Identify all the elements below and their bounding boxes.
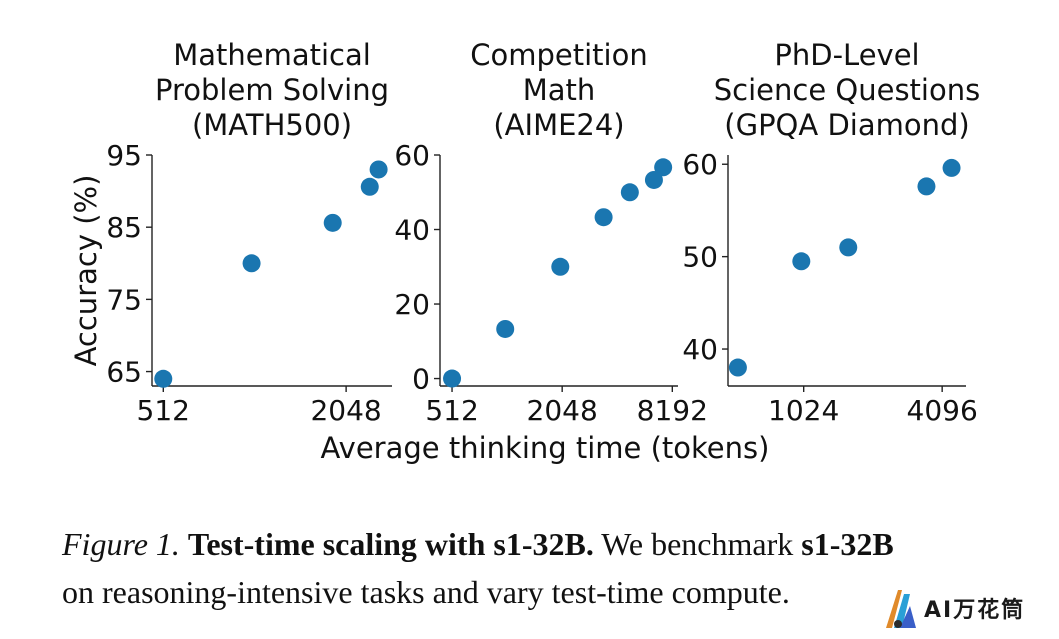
chart-panel-1: Mathematical Problem Solving (MATH500) 65 75… bbox=[69, 38, 392, 427]
y-tick-label: 60 bbox=[682, 148, 718, 181]
x-tick-label: 2048 bbox=[310, 394, 381, 427]
x-tick-label: 2048 bbox=[527, 394, 598, 427]
data-point bbox=[917, 177, 936, 196]
y-tick-label: 0 bbox=[412, 363, 430, 396]
data-point bbox=[594, 208, 613, 227]
y-tick-label: 20 bbox=[394, 288, 430, 321]
caption-text-a: We benchmark bbox=[601, 526, 802, 562]
data-point bbox=[323, 213, 342, 232]
data-point bbox=[839, 238, 858, 257]
caption-model-name: s1-32B bbox=[801, 526, 894, 562]
chart-title: Competition Math (AIME24) bbox=[470, 38, 647, 142]
x-tick-label: 512 bbox=[425, 394, 478, 427]
watermark: AI万花筒 bbox=[880, 584, 1050, 634]
shared-x-axis-label: Average thinking time (tokens) bbox=[321, 431, 770, 465]
y-tick-label: 95 bbox=[106, 139, 142, 172]
figure-caption-line-1: Figure 1. Test-time scaling with s1-32B.… bbox=[62, 526, 1022, 563]
data-point bbox=[242, 254, 261, 273]
data-point bbox=[644, 170, 663, 189]
data-point bbox=[728, 358, 747, 377]
x-tick-label: 8192 bbox=[637, 394, 708, 427]
x-tick-label: 4096 bbox=[907, 394, 978, 427]
data-point bbox=[654, 158, 673, 177]
y-tick-label: 65 bbox=[106, 356, 142, 389]
chart-title: Mathematical Problem Solving (MATH500) bbox=[155, 38, 389, 142]
data-point bbox=[154, 369, 173, 388]
watermark-text: AI万花筒 bbox=[924, 598, 1026, 623]
y-tick-label: 50 bbox=[682, 241, 718, 274]
watermark-logo-icon bbox=[886, 590, 916, 628]
caption-bold-lead: Test-time scaling with s1-32B. bbox=[187, 526, 594, 562]
caption-figure-label: Figure 1. bbox=[62, 526, 180, 562]
data-point bbox=[551, 257, 570, 276]
data-point bbox=[369, 160, 388, 179]
y-tick-label: 75 bbox=[106, 283, 142, 316]
y-tick-label: 40 bbox=[682, 333, 718, 366]
data-point bbox=[792, 252, 811, 271]
data-point bbox=[496, 319, 515, 338]
data-point bbox=[360, 177, 379, 196]
figure-caption-line-2: on reasoning-intensive tasks and vary te… bbox=[62, 574, 790, 610]
data-point bbox=[443, 369, 462, 388]
figure-panels: Mathematical Problem Solving (MATH500) 65 75… bbox=[69, 38, 980, 465]
y-tick-label: 85 bbox=[106, 211, 142, 244]
data-point bbox=[942, 158, 961, 177]
chart-panel-3: PhD-Level Science Questions (GPQA Diamond)… bbox=[682, 38, 980, 427]
data-point bbox=[620, 183, 639, 202]
x-tick-label: 512 bbox=[137, 394, 190, 427]
chart-panel-2: Competition Math (AIME24) 0 20 40 60 512 2048 819… bbox=[394, 38, 708, 427]
x-tick-label: 1024 bbox=[768, 394, 839, 427]
y-axis-label: Accuracy (%) bbox=[69, 175, 103, 367]
chart-title: PhD-Level Science Questions (GPQA Diamond) bbox=[714, 38, 980, 142]
y-tick-label: 40 bbox=[394, 214, 430, 247]
y-tick-label: 60 bbox=[394, 139, 430, 172]
